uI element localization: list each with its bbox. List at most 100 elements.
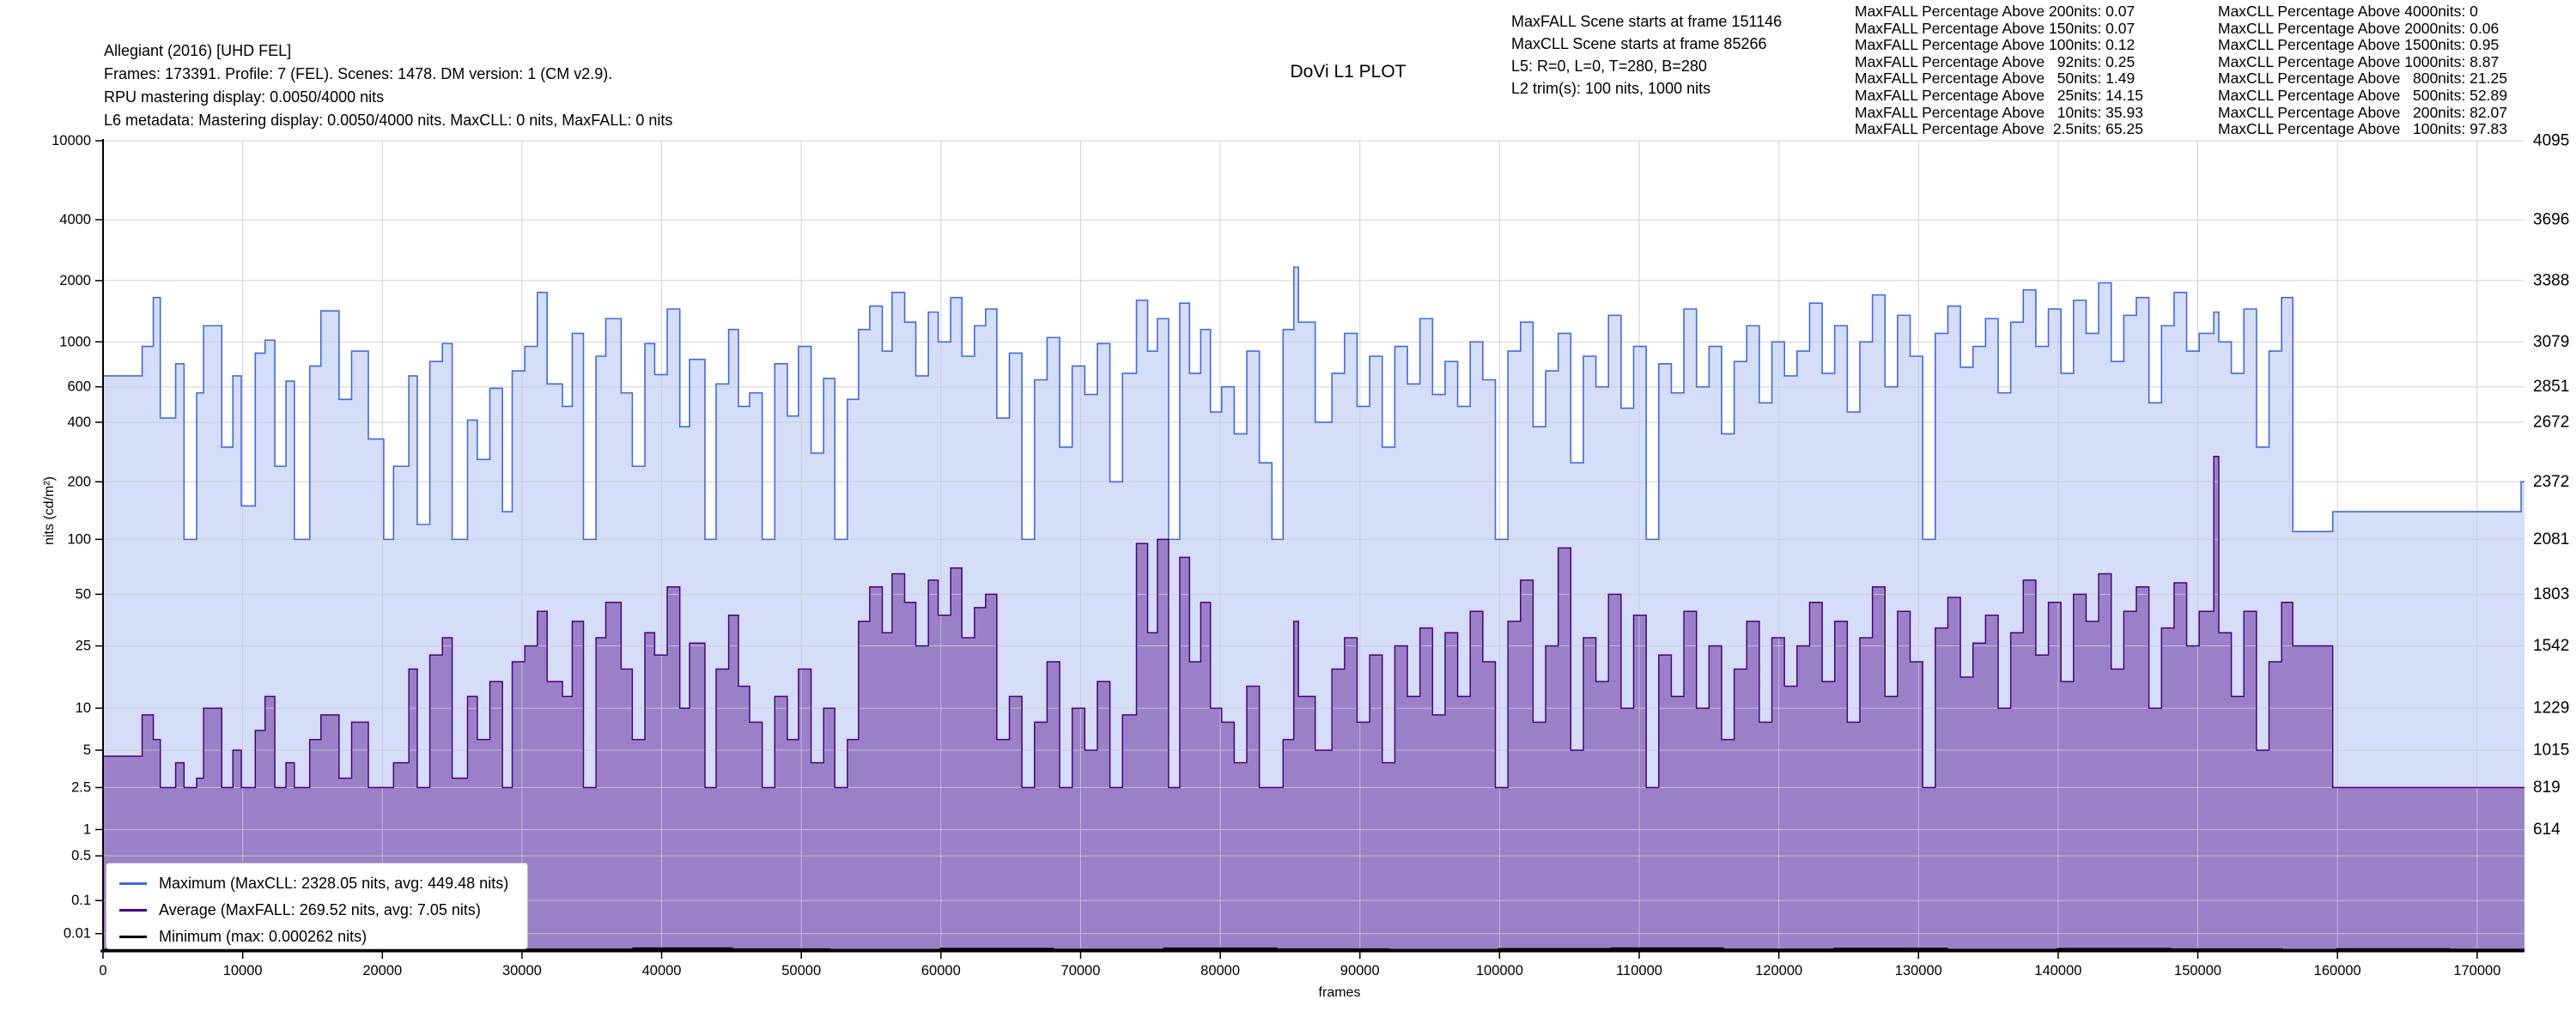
legend-item-average: Average (MaxFALL: 269.52 nits, avg: 7.05… [106, 897, 527, 924]
maxcll-scene-start: MaxCLL Scene starts at frame 85266 [1511, 35, 1767, 52]
maxfall-stat-row: MaxFALL Percentage Above 2.5nits: 65.25 [1855, 120, 2143, 138]
maxcll-stat-row: MaxCLL Percentage Above 800nits: 21.25 [2218, 70, 2507, 88]
y-tick-label-left: 10000 [52, 133, 91, 148]
x-tick-label: 80000 [1200, 963, 1240, 978]
rpu-info-frames: Frames: 173391. Profile: 7 (FEL). Scenes… [104, 65, 613, 82]
series-lines [103, 266, 2524, 952]
maxcll-stat-row: MaxCLL Percentage Above 200nits: 82.07 [2218, 103, 2507, 121]
y-tick-label-right: 614 [2533, 821, 2561, 839]
rpu-info-l6: L6 metadata: Mastering display: 0.0050/4… [104, 112, 673, 129]
maxfall-scene-start: MaxFALL Scene starts at frame 151146 [1511, 13, 1783, 30]
maxcll-stats-block: MaxCLL Percentage Above 4000nits: 0 MaxC… [2218, 3, 2507, 138]
average-line-swatch-icon [119, 908, 147, 912]
y-tick-label-left: 2.5 [71, 780, 91, 796]
y-tick-label-right: 2672 [2533, 413, 2569, 431]
maxfall-stat-row: MaxFALL Percentage Above 25nits: 14.15 [1855, 86, 2143, 104]
maximum-line [103, 266, 2524, 541]
y-tick-label-left: 2000 [59, 273, 91, 288]
y-tick-label-left: 5 [83, 742, 91, 758]
axes-spines-ticks [95, 139, 2524, 959]
maximum-line-swatch-icon [119, 882, 147, 886]
x-tick-label: 100000 [1476, 963, 1523, 978]
y-tick-label-left: 50 [76, 586, 91, 602]
y-tick-label-left: 0.5 [71, 848, 91, 863]
x-tick-label: 50000 [781, 963, 821, 978]
maxfall-stat-row: MaxFALL Percentage Above 150nits: 0.07 [1855, 19, 2136, 37]
x-tick-label: 20000 [362, 963, 402, 978]
maxcll-stat-row: MaxCLL Percentage Above 1500nits: 0.95 [2218, 36, 2500, 54]
maxcll-stat-row: MaxCLL Percentage Above 500nits: 52.89 [2218, 86, 2507, 104]
y-tick-label-left: 0.01 [64, 926, 91, 942]
x-tick-label: 160000 [2314, 963, 2361, 978]
minimum-line-swatch-icon [119, 935, 147, 939]
x-tick-label: 90000 [1340, 963, 1380, 978]
minimum-line [103, 947, 2524, 952]
maxfall-stats-block: MaxFALL Percentage Above 200nits: 0.07 M… [1855, 3, 2143, 138]
maxfall-stat-row: MaxFALL Percentage Above 10nits: 35.93 [1855, 103, 2143, 121]
average-area-fill [103, 456, 2524, 951]
maxfall-stat-row: MaxFALL Percentage Above 200nits: 0.07 [1855, 3, 2136, 20]
y-tick-label-right: 819 [2533, 779, 2561, 797]
y-tick-label-left: 200 [67, 474, 91, 489]
y-tick-label-left: 4000 [59, 212, 91, 227]
x-tick-label: 40000 [642, 963, 682, 978]
x-tick-label: 110000 [1616, 963, 1662, 978]
x-tick-label: 30000 [502, 963, 542, 978]
maxcll-stat-row: MaxCLL Percentage Above 1000nits: 8.87 [2218, 52, 2500, 70]
x-tick-label: 170000 [2453, 963, 2500, 978]
y-tick-label-left: 0.1 [71, 893, 91, 908]
x-tick-label: 0 [99, 963, 106, 978]
legend: Maximum (MaxCLL: 2328.05 nits, avg: 449.… [106, 863, 528, 949]
rpu-info-mastering: RPU mastering display: 0.0050/4000 nits [104, 88, 385, 106]
scene-info-block: MaxFALL Scene starts at frame 151146 Max… [1511, 10, 1782, 100]
x-tick-label: 60000 [921, 963, 961, 978]
l2-trims: L2 trim(s): 100 nits, 1000 nits [1511, 80, 1711, 97]
y-tick-label-right: 1229 [2533, 700, 2569, 718]
area-fills [103, 267, 2524, 951]
y-tick-label-left: 600 [67, 379, 91, 395]
legend-item-minimum: Minimum (max: 0.000262 nits) [106, 924, 527, 950]
y-tick-label-right: 2372 [2533, 473, 2569, 491]
maximum-area-fill [103, 267, 2524, 951]
legend-label-average: Average (MaxFALL: 269.52 nits, avg: 7.05… [159, 901, 481, 918]
y-tick-label-right: 1015 [2533, 742, 2569, 760]
y-tick-label-left: 25 [76, 639, 91, 654]
x-tick-label: 150000 [2174, 963, 2221, 978]
y-tick-label-left: 10 [76, 700, 91, 716]
legend-label-maximum: Maximum (MaxCLL: 2328.05 nits, avg: 449.… [159, 875, 509, 892]
page-title: DoVi L1 PLOT [1290, 62, 1406, 82]
maxfall-stat-row: MaxFALL Percentage Above 92nits: 0.25 [1855, 52, 2136, 70]
maxcll-stat-row: MaxCLL Percentage Above 4000nits: 0 [2218, 3, 2478, 20]
l5-offsets: L5: R=0, L=0, T=280, B=280 [1511, 58, 1707, 75]
y-tick-label-left: 1000 [59, 334, 91, 349]
y-tick-label-right: 3696 [2533, 210, 2569, 228]
y-tick-label-left: 1 [83, 821, 91, 837]
maxcll-stat-row: MaxCLL Percentage Above 100nits: 97.83 [2218, 120, 2507, 138]
x-tick-label: 140000 [2034, 963, 2081, 978]
maxfall-stat-row: MaxFALL Percentage Above 100nits: 0.12 [1855, 36, 2136, 54]
y-tick-label-right: 3388 [2533, 271, 2569, 289]
y-tick-label-right: 2851 [2533, 378, 2569, 396]
rpu-info-title: Allegiant (2016) [UHD FEL] [104, 42, 292, 59]
x-axis-label: frames [1318, 985, 1361, 1000]
x-tick-label: 10000 [223, 963, 263, 978]
maxfall-stat-row: MaxFALL Percentage Above 50nits: 1.49 [1855, 70, 2136, 88]
y-tick-label-right: 1542 [2533, 637, 2569, 655]
x-tick-label: 130000 [1895, 963, 1942, 978]
average-line [103, 455, 2524, 789]
x-tick-label: 120000 [1755, 963, 1802, 978]
y-axis-label: nits (cd/m²) [42, 476, 57, 545]
y-tick-label-left: 400 [67, 415, 91, 430]
y-tick-label-right: 4095 [2533, 132, 2569, 150]
rpu-info-block: Allegiant (2016) [UHD FEL] Frames: 17339… [104, 39, 672, 132]
x-tick-label: 70000 [1061, 963, 1101, 978]
legend-item-maximum: Maximum (MaxCLL: 2328.05 nits, avg: 449.… [106, 870, 527, 897]
y-tick-label-right: 3079 [2533, 333, 2569, 351]
maxcll-stat-row: MaxCLL Percentage Above 2000nits: 0.06 [2218, 19, 2500, 37]
y-tick-label-right: 2081 [2533, 530, 2569, 548]
y-tick-label-right: 1803 [2533, 585, 2569, 603]
y-tick-label-left: 100 [67, 531, 91, 547]
